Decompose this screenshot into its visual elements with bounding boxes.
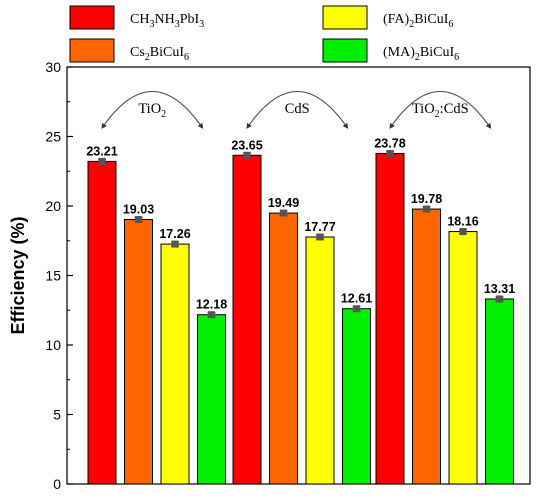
legend-label-part: PbI bbox=[180, 12, 200, 27]
group-label: TiO2 bbox=[138, 101, 166, 120]
data-labels: 23.21 19.03 17.26 12.18 23.65 19.49 17.77 12.61… bbox=[86, 136, 515, 311]
data-label: 13.31 bbox=[484, 282, 515, 296]
data-label: 12.61 bbox=[341, 292, 372, 306]
y-tick-label: 25 bbox=[45, 129, 61, 145]
legend-label-part: BiCuI bbox=[420, 45, 455, 60]
group-annotations: TiO2 CdS TiO2:CdS bbox=[101, 91, 492, 129]
y-tick-label: 15 bbox=[45, 268, 61, 284]
legend-label: (FA)2BiCuI6 bbox=[383, 12, 453, 30]
legend-label: (MA)2BiCuI6 bbox=[383, 45, 459, 63]
mean-marker bbox=[171, 240, 179, 248]
legend-label-part: BiCuI bbox=[150, 45, 185, 60]
data-label: 19.49 bbox=[268, 196, 299, 210]
legend-label-part: 2 bbox=[145, 52, 150, 63]
double-headed-arc-arrow bbox=[101, 91, 204, 129]
group-label-part: TiO bbox=[412, 101, 435, 117]
y-tick-label: 0 bbox=[53, 476, 61, 492]
legend-label-part: 3 bbox=[199, 19, 204, 30]
data-label: 23.78 bbox=[374, 136, 405, 150]
double-headed-arc-arrow bbox=[246, 91, 349, 129]
bars bbox=[87, 152, 514, 485]
y-tick-label: 5 bbox=[53, 407, 61, 423]
legend-label-part: CH bbox=[130, 12, 149, 27]
legend-label-part: 3 bbox=[175, 19, 180, 30]
bar bbox=[375, 152, 405, 485]
mean-marker bbox=[280, 209, 287, 217]
data-label: 12.18 bbox=[196, 298, 227, 312]
bar bbox=[485, 298, 514, 485]
data-label: 23.21 bbox=[86, 144, 117, 158]
legend-label-part: 2 bbox=[415, 52, 420, 63]
legend-label-part: 6 bbox=[184, 52, 189, 63]
mean-marker bbox=[98, 157, 106, 165]
bar bbox=[124, 218, 153, 485]
legend-label-part: Cs bbox=[130, 45, 145, 60]
y-axis-label: Efficiency (%) bbox=[8, 216, 28, 334]
y-tick-label: 10 bbox=[45, 337, 61, 353]
legend-label-part: 3 bbox=[149, 19, 154, 30]
legend-swatch bbox=[322, 38, 368, 63]
legend-swatch bbox=[69, 38, 115, 63]
bar bbox=[87, 160, 117, 485]
legend-label-part: NH bbox=[154, 12, 174, 27]
double-headed-arc-arrow bbox=[389, 91, 492, 129]
bar bbox=[232, 154, 262, 485]
bar bbox=[305, 236, 335, 485]
bar bbox=[412, 208, 441, 485]
bar bbox=[160, 243, 190, 485]
error-bars bbox=[98, 149, 504, 319]
group-label-part: :CdS bbox=[440, 101, 469, 117]
data-label: 19.03 bbox=[123, 202, 154, 216]
group-label-part: TiO bbox=[138, 101, 161, 117]
data-label: 17.77 bbox=[304, 220, 335, 234]
mean-marker bbox=[135, 215, 142, 223]
data-label: 18.16 bbox=[447, 215, 478, 229]
mean-marker bbox=[316, 233, 324, 241]
legend-label-part: 6 bbox=[454, 52, 459, 63]
legend-label: CH3NH3PbI3 bbox=[130, 12, 204, 30]
legend-label: Cs2BiCuI6 bbox=[130, 45, 189, 63]
data-label: 19.78 bbox=[411, 192, 442, 206]
legend-label-part: (FA) bbox=[383, 12, 410, 27]
legend-label-part: 6 bbox=[448, 19, 453, 30]
group-label: TiO2:CdS bbox=[412, 101, 469, 120]
group-label-subscript: 2 bbox=[435, 109, 440, 120]
mean-marker bbox=[243, 151, 251, 159]
group-label-subscript: 2 bbox=[161, 109, 166, 120]
legend-swatch bbox=[69, 5, 115, 30]
data-label: 23.65 bbox=[231, 138, 262, 152]
bar bbox=[269, 212, 298, 485]
mean-marker bbox=[208, 311, 215, 319]
mean-marker bbox=[423, 205, 430, 213]
mean-marker bbox=[459, 228, 467, 236]
data-label: 17.26 bbox=[159, 227, 190, 241]
bar bbox=[342, 308, 371, 485]
y-tick-label: 20 bbox=[45, 198, 61, 214]
bar bbox=[448, 231, 478, 485]
mean-marker bbox=[496, 295, 503, 303]
legend-label-part: BiCuI bbox=[414, 12, 449, 27]
mean-marker bbox=[353, 305, 360, 313]
legend-swatch bbox=[322, 5, 368, 30]
legend-label-part: (MA) bbox=[383, 45, 415, 60]
bar bbox=[197, 314, 226, 485]
y-tick-label: 30 bbox=[45, 59, 61, 75]
mean-marker bbox=[386, 149, 394, 157]
group-label: CdS bbox=[285, 101, 310, 117]
legend: CH3NH3PbI3Cs2BiCuI6(FA)2BiCuI6(MA)2BiCuI… bbox=[69, 5, 459, 63]
group-label-part: CdS bbox=[285, 101, 310, 117]
legend-label-part: 2 bbox=[409, 19, 414, 30]
y-axis: 0 5 10 15 20 25 30 bbox=[45, 59, 73, 492]
